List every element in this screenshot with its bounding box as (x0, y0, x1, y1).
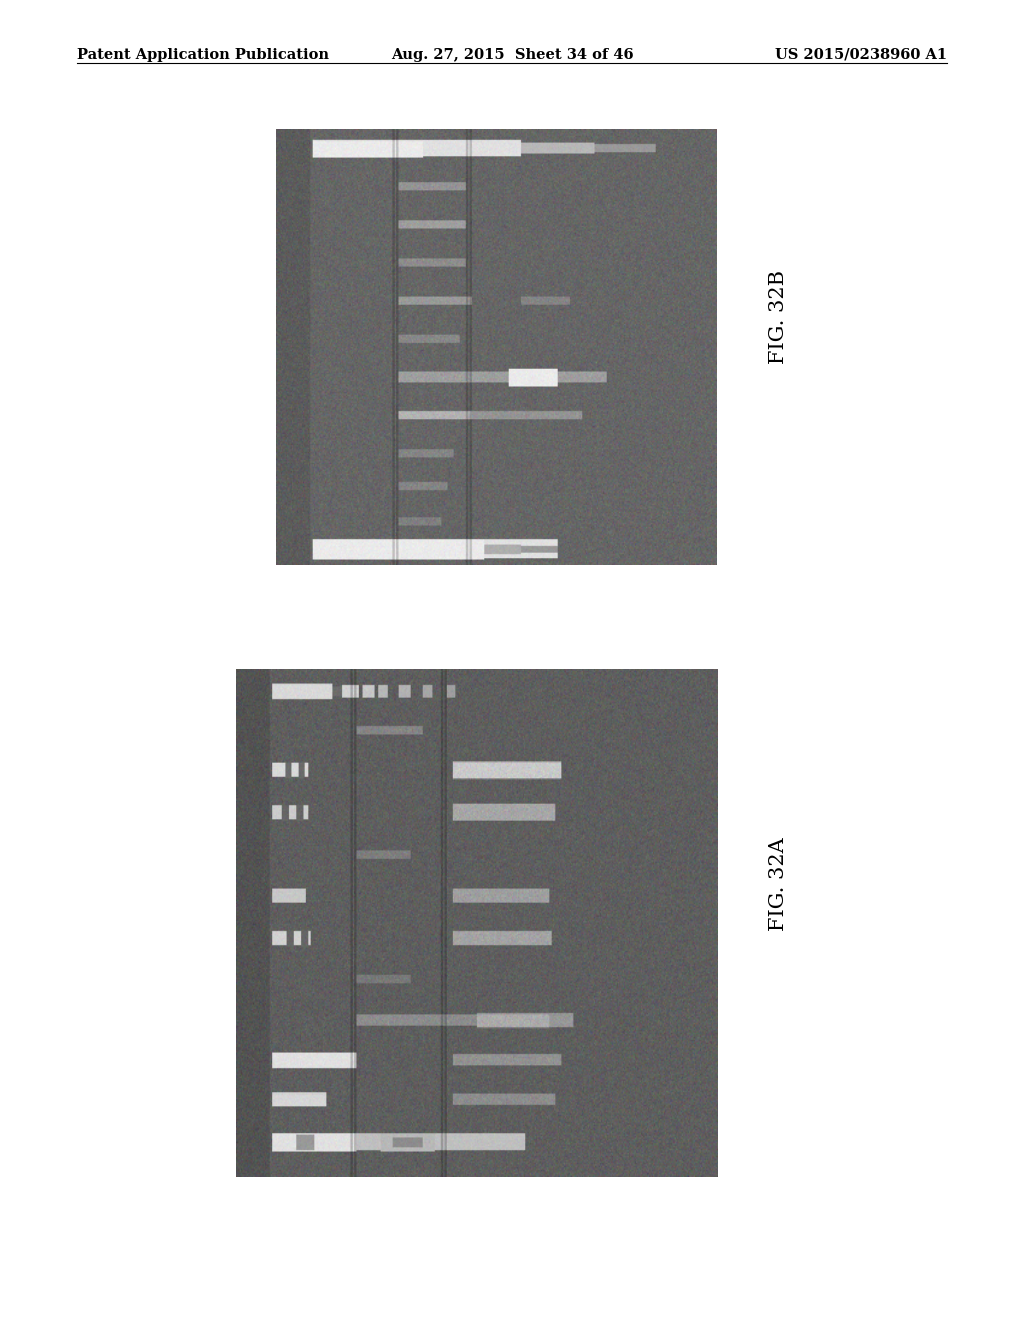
Text: Aug. 27, 2015  Sheet 34 of 46: Aug. 27, 2015 Sheet 34 of 46 (391, 48, 633, 62)
Text: US 2015/0238960 A1: US 2015/0238960 A1 (775, 48, 947, 62)
Text: FIG. 32B: FIG. 32B (769, 269, 787, 364)
Text: FIG. 32A: FIG. 32A (769, 837, 787, 932)
Text: Patent Application Publication: Patent Application Publication (77, 48, 329, 62)
